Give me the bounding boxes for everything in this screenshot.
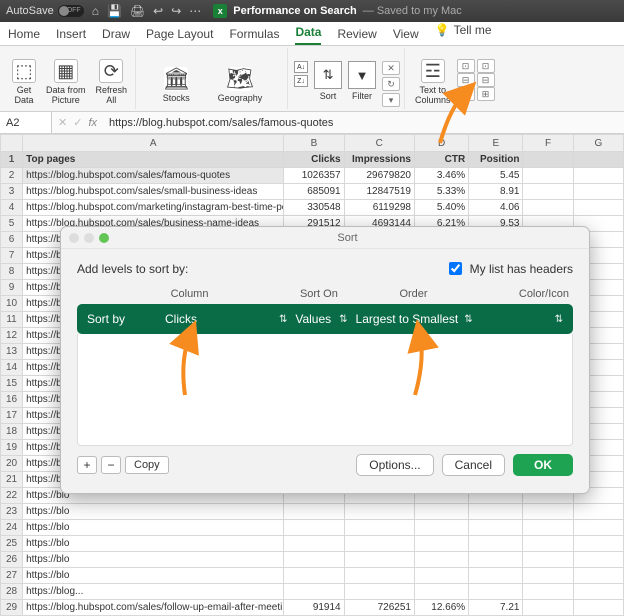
ribbon-tabs: Home Insert Draw Page Layout Formulas Da…	[0, 22, 624, 46]
get-data-button[interactable]: ⬚Get Data	[8, 57, 40, 107]
data-tools-extra2: ⊡⊟⊞	[477, 57, 495, 107]
document-title: x Performance on Search — Saved to my Ma…	[213, 4, 462, 18]
sort-asc-button[interactable]: A↓	[294, 61, 308, 73]
sort-on-select[interactable]: Values	[295, 312, 331, 326]
add-level-button[interactable]: +	[77, 456, 97, 474]
sort-button[interactable]: ⇅Sort	[314, 61, 342, 101]
tab-home[interactable]: Home	[8, 23, 40, 45]
home-icon[interactable]: ⌂	[92, 4, 99, 18]
table-row[interactable]: 26https://blo	[1, 552, 624, 568]
dialog-title: Sort	[114, 232, 581, 244]
undo-icon[interactable]: ↩	[153, 4, 163, 18]
data-from-picture-button[interactable]: ▦Data from Picture	[42, 57, 90, 107]
excel-icon: x	[213, 4, 227, 18]
headers-checkbox-input[interactable]	[449, 262, 462, 275]
tab-formulas[interactable]: Formulas	[229, 23, 279, 45]
ok-button[interactable]: OK	[513, 454, 573, 476]
table-row[interactable]: 24https://blo	[1, 520, 624, 536]
fx-icon[interactable]: fx	[88, 117, 97, 129]
tab-view[interactable]: View	[393, 23, 419, 45]
sort-desc-button[interactable]: Z↓	[294, 75, 308, 87]
add-levels-label: Add levels to sort by:	[77, 262, 188, 276]
tab-data[interactable]: Data	[295, 21, 321, 45]
autosave-toggle[interactable]: AutoSave OFF	[6, 5, 84, 17]
col-G[interactable]: G	[573, 135, 623, 152]
table-row[interactable]: 25https://blo	[1, 536, 624, 552]
col-E[interactable]: E	[469, 135, 523, 152]
ribbon: ⬚Get Data ▦Data from Picture ⟳Refresh Al…	[0, 46, 624, 112]
col-C[interactable]: C	[344, 135, 414, 152]
table-row[interactable]: 2https://blog.hubspot.com/sales/famous-q…	[1, 168, 624, 184]
save-icon[interactable]: 💾	[107, 4, 122, 18]
dialog-min-dot[interactable]	[84, 233, 94, 243]
cancel-button[interactable]: Cancel	[442, 454, 505, 476]
table-row[interactable]: 23https://blo	[1, 504, 624, 520]
chevron-updown-icon: ⇅	[279, 314, 287, 325]
clear-filter-button[interactable]: ✕	[382, 61, 400, 75]
autosave-label: AutoSave	[6, 5, 54, 17]
sort-az-buttons: A↓ Z↓	[294, 61, 308, 87]
table-header-row[interactable]: 1Top pagesClicksImpressionsCTRPosition	[1, 152, 624, 168]
geography-button[interactable]: 🗺Geography	[214, 65, 267, 105]
chevron-updown-icon: ⇅	[555, 314, 563, 325]
formula-input[interactable]: https://blog.hubspot.com/sales/famous-qu…	[103, 117, 624, 129]
filter-button[interactable]: ▼Filter	[348, 61, 376, 101]
tab-draw[interactable]: Draw	[102, 23, 130, 45]
table-row[interactable]: 3https://blog.hubspot.com/sales/small-bu…	[1, 184, 624, 200]
data-tools-extra: ⊡⊟⊞	[457, 57, 475, 107]
dialog-titlebar: Sort	[61, 227, 589, 249]
sort-level-row[interactable]: Sort by Clicks ⇅ Values ⇅ Largest to Sma…	[77, 304, 573, 334]
reapply-filter-button[interactable]: ↻	[382, 77, 400, 91]
refresh-all-button[interactable]: ⟳Refresh All	[92, 57, 132, 107]
sort-levels-empty	[77, 334, 573, 446]
more-icon[interactable]: ⋯	[189, 4, 201, 18]
print-icon[interactable]: 🖨	[130, 4, 145, 18]
autosave-switch[interactable]: OFF	[58, 5, 84, 17]
col-B[interactable]: B	[284, 135, 344, 152]
col-A[interactable]: A	[23, 135, 284, 152]
headers-checkbox[interactable]: My list has headers	[445, 259, 573, 278]
mac-titlebar: AutoSave OFF ⌂ 💾 🖨 ↩ ↪ ⋯ x Performance o…	[0, 0, 624, 22]
table-row[interactable]: 4https://blog.hubspot.com/marketing/inst…	[1, 200, 624, 216]
copy-level-button[interactable]: Copy	[125, 456, 169, 474]
options-button[interactable]: Options...	[356, 454, 433, 476]
tab-insert[interactable]: Insert	[56, 23, 86, 45]
tab-page-layout[interactable]: Page Layout	[146, 23, 213, 45]
remove-level-button[interactable]: −	[101, 456, 121, 474]
dialog-close-dot[interactable]	[69, 233, 79, 243]
chevron-updown-icon: ⇅	[339, 314, 347, 325]
text-to-columns-button[interactable]: ☲Text to Columns	[411, 57, 455, 107]
sort-dialog: Sort Add levels to sort by: My list has …	[60, 226, 590, 494]
dialog-zoom-dot[interactable]	[99, 233, 109, 243]
sort-by-label: Sort by	[87, 312, 157, 326]
advanced-filter-button[interactable]: ▾	[382, 93, 400, 107]
name-box[interactable]: A2	[0, 112, 52, 133]
formula-controls: ✕ ✓ fx	[52, 116, 103, 129]
tell-me[interactable]: 💡 Tell me	[435, 15, 492, 45]
redo-icon[interactable]: ↪	[171, 4, 181, 18]
tab-review[interactable]: Review	[337, 23, 376, 45]
col-F[interactable]: F	[523, 135, 573, 152]
accept-formula-icon[interactable]: ✓	[73, 116, 82, 129]
doc-name: Performance on Search	[233, 5, 357, 17]
table-row[interactable]: 27https://blo	[1, 568, 624, 584]
table-row[interactable]: 29https://blog.hubspot.com/sales/follow-…	[1, 600, 624, 616]
cancel-formula-icon[interactable]: ✕	[58, 116, 67, 129]
filter-extra: ✕ ↻ ▾	[382, 61, 400, 107]
sort-column-headers: Column Sort On Order Color/Icon	[77, 288, 573, 304]
formula-bar: A2 ✕ ✓ fx https://blog.hubspot.com/sales…	[0, 112, 624, 134]
col-D[interactable]: D	[414, 135, 468, 152]
table-row[interactable]: 28https://blog...	[1, 584, 624, 600]
stocks-button[interactable]: 🏛Stocks	[159, 65, 194, 105]
sort-column-select[interactable]: Clicks	[165, 312, 197, 326]
column-headers[interactable]: A B C D E F G	[1, 135, 624, 152]
sort-order-select[interactable]: Largest to Smallest ⇅	[356, 312, 473, 326]
